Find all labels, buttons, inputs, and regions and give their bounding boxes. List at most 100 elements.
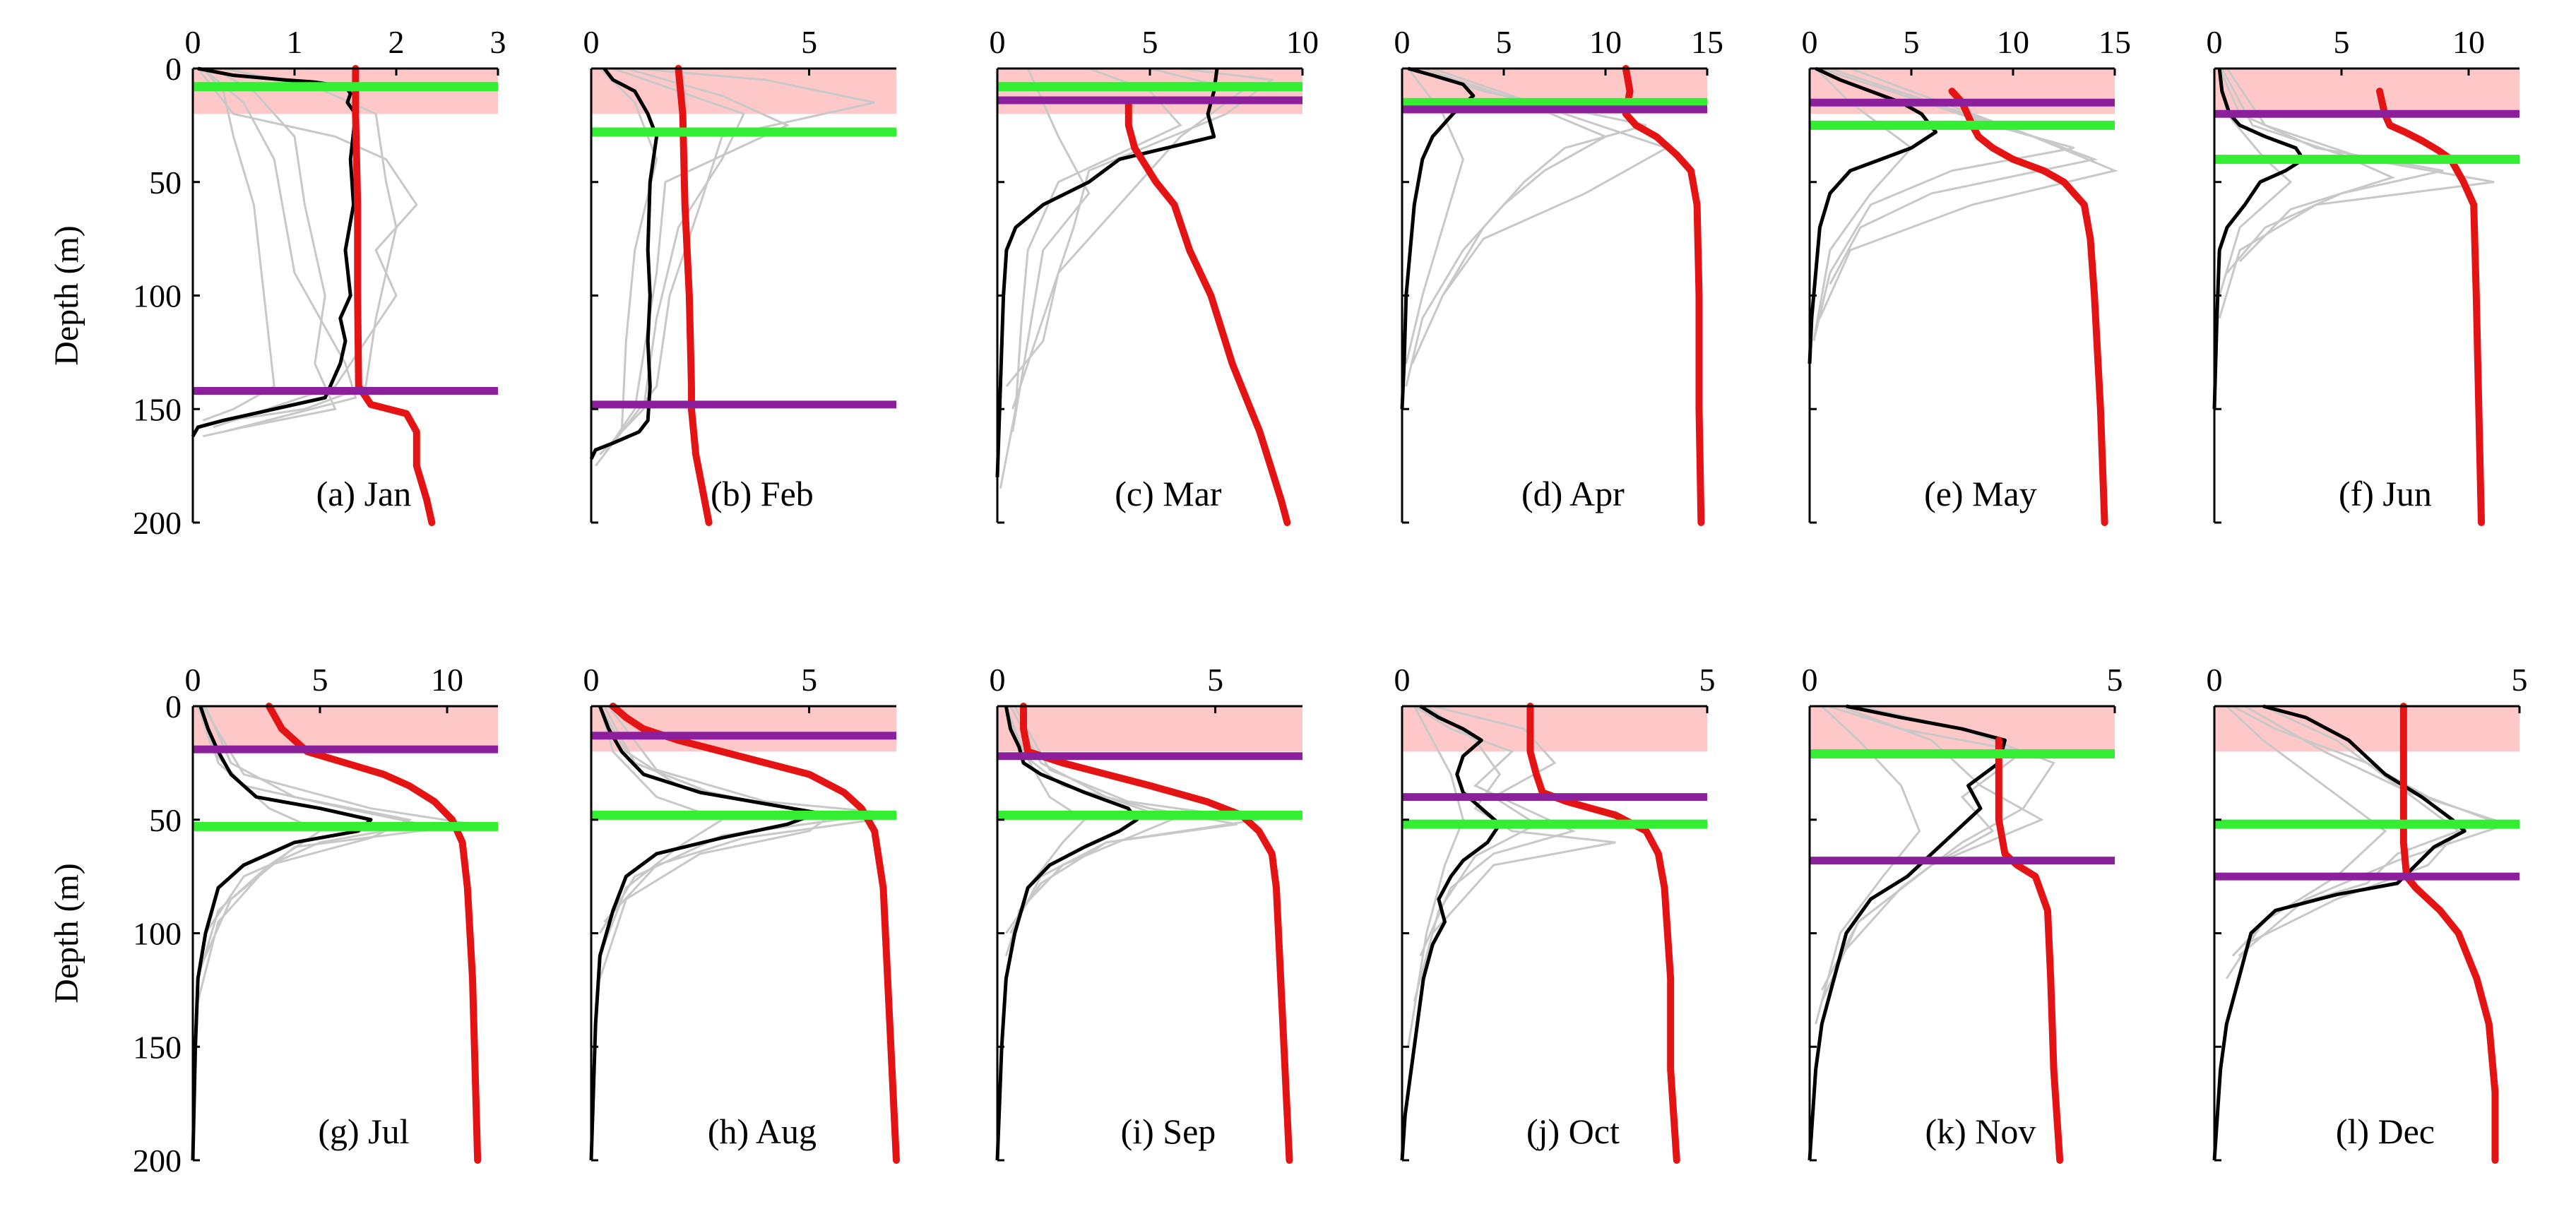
x-tick-label: 0: [583, 662, 600, 698]
red-profile: [2399, 703, 2499, 1164]
x-tick-label: 5: [1207, 662, 1223, 698]
red-profile: [1995, 737, 2064, 1164]
x-tick-label: 10: [2452, 24, 2485, 60]
mean-profile-black: [1808, 66, 1938, 364]
mean-profile-black: [191, 705, 373, 1161]
x-tick-label: 15: [2099, 24, 2131, 60]
x-tick-label: 10: [431, 662, 463, 698]
surface-shade-band: [997, 706, 1302, 752]
y-tick-label: 200: [133, 505, 182, 541]
gray-profile-2: [203, 67, 337, 438]
panel-label: (j) Oct: [1526, 1112, 1620, 1151]
y-axis-title: Depth (m): [48, 863, 85, 1003]
mean-profile-black: [1400, 66, 1476, 410]
y-tick-label: 0: [165, 51, 182, 87]
x-tick-label: 0: [2207, 662, 2223, 698]
panel-label: (b) Feb: [711, 474, 814, 513]
panel-label: (f) Jun: [2339, 474, 2432, 513]
gray-profile-2: [612, 67, 875, 444]
mean-profile-black: [1808, 704, 2007, 1161]
gray-profile-4: [1011, 67, 1275, 410]
panel-label: (h) Aug: [708, 1112, 817, 1151]
gray-profile-1: [202, 67, 275, 422]
x-tick-label: 5: [1699, 662, 1716, 698]
mean-profile-black: [995, 68, 1219, 477]
red-profile: [675, 65, 713, 526]
red-profile: [1622, 65, 1705, 526]
red-profile: [1124, 99, 1291, 526]
mean-profile-black: [1400, 704, 1502, 1161]
x-tick-label: 0: [990, 24, 1006, 60]
y-axis-title: Depth (m): [48, 225, 85, 366]
x-tick-label: 10: [1997, 24, 2029, 60]
panel-jan: 0 1 2 3 0 50 100 150 200 (a) Jan: [133, 24, 506, 541]
surface-shade-band: [1402, 706, 1707, 752]
gray-profile-3: [213, 67, 398, 424]
panel-mar: 0 5 10 (c) Mar: [990, 24, 1319, 526]
x-tick-label: 5: [312, 662, 328, 698]
x-tick-label: 0: [1394, 24, 1411, 60]
mean-profile-black: [589, 67, 659, 460]
mean-profile-black: [2212, 704, 2467, 1161]
x-tick-label: 5: [2334, 24, 2350, 60]
red-profile: [266, 703, 482, 1164]
mean-profile-black: [589, 705, 820, 1161]
panel-label: (a) Jan: [316, 474, 412, 513]
gray-profile-1: [999, 67, 1182, 489]
gray-profile-3: [1812, 67, 1913, 342]
panel-aug: 0 5 (h) Aug: [583, 662, 900, 1164]
panel-label: (d) Apr: [1521, 474, 1625, 513]
gray-profile-3: [1011, 68, 1091, 432]
x-tick-label: 0: [185, 662, 201, 698]
x-tick-label: 10: [1286, 24, 1319, 60]
x-tick-label: 0: [1802, 662, 1818, 698]
gray-profile-2: [1005, 67, 1245, 388]
x-tick-label: 0: [2207, 24, 2223, 60]
panel-label: (g) Jul: [318, 1112, 409, 1151]
x-tick-label: 5: [1904, 24, 1920, 60]
panel-apr: 0 5 10 15 (d) Apr: [1394, 24, 1723, 526]
y-tick-label: 100: [133, 278, 182, 314]
gray-profile-4: [1820, 705, 2044, 991]
gray-profile-2: [1405, 67, 1608, 387]
x-tick-label: 0: [990, 662, 1006, 698]
surface-shade-band: [2214, 69, 2519, 114]
x-tick-label: 5: [2512, 662, 2528, 698]
x-tick-label: 5: [801, 662, 817, 698]
panel-label: (i) Sep: [1121, 1112, 1216, 1151]
gray-profile-4: [202, 67, 357, 433]
red-profile: [609, 703, 900, 1164]
y-tick-label: 0: [165, 689, 182, 725]
red-profile: [352, 65, 436, 526]
panel-label: (k) Nov: [1925, 1112, 2036, 1151]
y-tick-label: 50: [149, 165, 182, 201]
x-tick-label: 0: [185, 24, 201, 60]
x-tick-label: 10: [1589, 24, 1622, 60]
panel-oct: 0 5 (j) Oct: [1394, 662, 1716, 1164]
gray-profile-1: [1411, 67, 1647, 364]
gray-profile-2: [2244, 705, 2460, 946]
x-tick-label: 5: [1496, 24, 1512, 60]
x-tick-label: 2: [388, 24, 405, 60]
panel-dec: 0 5 (l) Dec: [2207, 662, 2528, 1164]
x-tick-label: 5: [2107, 662, 2123, 698]
x-tick-label: 1: [287, 24, 303, 60]
x-tick-label: 5: [1142, 24, 1158, 60]
panel-sep: 0 5 (i) Sep: [990, 662, 1302, 1164]
gray-profile-1: [599, 67, 746, 455]
panel-label: (c) Mar: [1115, 474, 1222, 513]
panel-label: (l) Dec: [2336, 1112, 2435, 1151]
y-tick-label: 100: [133, 916, 182, 952]
x-tick-label: 0: [583, 24, 600, 60]
gray-profile-3: [594, 67, 658, 467]
panel-nov: 0 5 (k) Nov: [1802, 662, 2123, 1164]
panel-feb: 0 5 (b) Feb: [583, 24, 896, 526]
surface-shade-band: [193, 706, 498, 752]
y-tick-label: 150: [133, 1029, 182, 1065]
gray-profile-1: [196, 705, 422, 934]
gray-profile-2: [2218, 68, 2495, 319]
y-tick-label: 200: [133, 1143, 182, 1179]
red-profile: [1526, 703, 1680, 1164]
